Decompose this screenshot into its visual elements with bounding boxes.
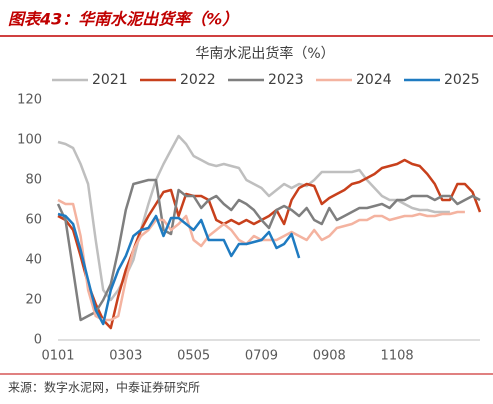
y-tick-label: 20 <box>25 293 42 308</box>
legend-label: 2024 <box>356 72 392 88</box>
chart-title: 华南水泥出货率（%） <box>195 45 334 62</box>
source: 来源：数字水泥网，中泰证券研究所 <box>8 380 200 395</box>
x-tick-label: 1108 <box>381 349 414 364</box>
y-tick-label: 0 <box>34 333 42 348</box>
x-tick-label: 0908 <box>313 349 346 364</box>
x-tick-label: 0505 <box>177 349 210 364</box>
y-tick-label: 40 <box>25 253 42 268</box>
x-tick-label: 0303 <box>109 349 142 364</box>
y-tick-label: 100 <box>17 133 42 148</box>
x-tick-label: 0709 <box>245 349 278 364</box>
x-tick-label: 0101 <box>41 349 74 364</box>
legend-label: 2025 <box>444 72 480 88</box>
figure-title: 图表43：华南水泥出货率（%） <box>8 10 238 29</box>
series-line <box>57 212 301 326</box>
legend-label: 2023 <box>268 72 304 88</box>
series-line <box>56 178 481 322</box>
y-tick-label: 80 <box>25 173 42 188</box>
legend-label: 2021 <box>92 72 128 88</box>
legend-label: 2022 <box>180 72 216 88</box>
y-tick-label: 60 <box>25 213 42 228</box>
series-line <box>57 158 482 330</box>
y-tick-label: 120 <box>17 93 42 108</box>
